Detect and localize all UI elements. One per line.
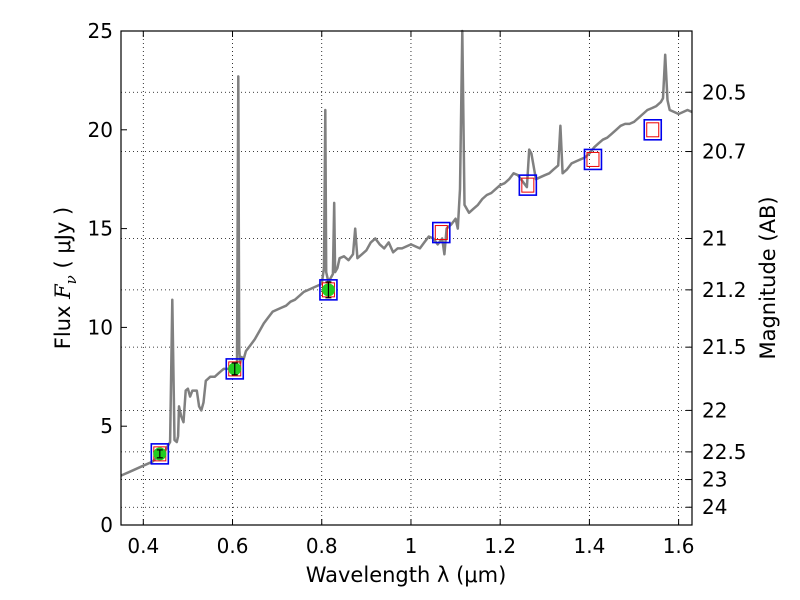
y-axis-label-suffix: ( μJy ) <box>51 207 75 275</box>
y2-tick-label: 21 <box>702 226 727 250</box>
y-axis-label-symbol: F <box>51 283 75 300</box>
y2-tick-label: 23 <box>702 468 727 492</box>
model-box-marker <box>643 119 663 141</box>
spectrum-line <box>120 29 693 477</box>
y-tick-label: 15 <box>88 217 113 241</box>
y2-tick-label: 21.2 <box>702 278 747 302</box>
x-tick-label: 0.8 <box>306 534 338 558</box>
model-box-marker <box>583 148 603 171</box>
x-axis-label: Wavelength λ (μm) <box>306 563 507 587</box>
x-tick-label: 0.4 <box>127 534 159 558</box>
x-tick-label: 1.4 <box>573 534 605 558</box>
model-inner-marker <box>586 151 600 167</box>
model-box-marker <box>431 221 451 244</box>
y-tick-label: 10 <box>88 315 113 339</box>
x-tick-label: 1.2 <box>484 534 516 558</box>
x-tick-label: 0.6 <box>217 534 249 558</box>
y-axis-label: Flux Fν ( μJy ) <box>51 207 80 349</box>
y2-tick-label: 22.5 <box>702 440 747 464</box>
model-box-marker <box>225 358 245 380</box>
x-tick-label: 1 <box>405 534 418 558</box>
spectrum-layer <box>120 29 693 477</box>
model-box-marker <box>319 279 338 301</box>
y-tick-label: 0 <box>100 513 113 537</box>
y-tick-label: 5 <box>100 414 113 438</box>
y2-tick-label: 20.5 <box>702 80 747 104</box>
model-inner-marker <box>521 177 535 193</box>
y2-tick-label: 22 <box>702 398 727 422</box>
y-tick-label: 25 <box>88 19 113 43</box>
x-tick-label: 1.6 <box>663 534 695 558</box>
y-axis-label-subscript: ν <box>62 275 80 284</box>
model-inner-marker <box>434 225 448 241</box>
model-box-marker <box>518 174 538 196</box>
y2-tick-label: 24 <box>702 495 727 519</box>
plot-frame <box>120 30 693 526</box>
marks-layer <box>150 119 663 465</box>
y-tick-label: 20 <box>88 118 113 142</box>
model-inner-marker <box>646 122 660 138</box>
y2-tick-label: 20.7 <box>702 140 747 164</box>
right-y-axis-label: Magnitude (AB) <box>756 196 780 359</box>
ticks: 0.4 0.6 0.8 1 1.2 1.4 1.6 0 5 10 15 20 25 20.5 20.7 21 2… <box>88 19 747 558</box>
y-axis-label-prefix: Flux <box>51 299 75 349</box>
y2-tick-label: 21.5 <box>702 335 747 359</box>
model-box-marker <box>150 443 170 465</box>
